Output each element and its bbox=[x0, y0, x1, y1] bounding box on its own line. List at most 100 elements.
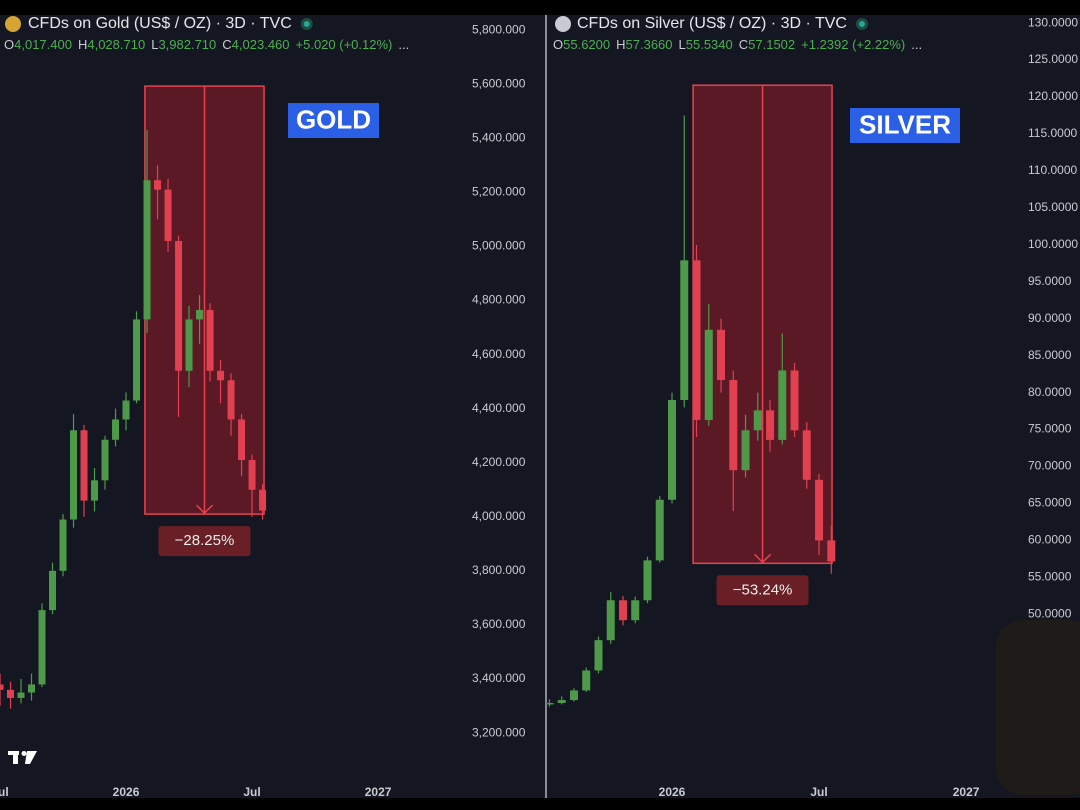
y-tick-label: 3,200.000 bbox=[472, 725, 526, 739]
candle-body bbox=[741, 430, 750, 471]
x-tick-label: 2026 bbox=[659, 785, 686, 799]
candle-body bbox=[196, 309, 204, 320]
candle-body bbox=[655, 499, 664, 561]
candle-body bbox=[582, 670, 591, 691]
drawdown-label-box bbox=[158, 526, 251, 557]
y-tick-label: 90.0000 bbox=[1028, 311, 1072, 325]
candle-body bbox=[717, 329, 726, 381]
y-tick-label: 4,800.000 bbox=[472, 293, 526, 307]
candle-body bbox=[28, 684, 36, 693]
drawdown-arrowhead bbox=[754, 553, 772, 564]
badge-background bbox=[850, 108, 960, 143]
y-tick-label: 3,800.000 bbox=[472, 563, 526, 577]
candle-body bbox=[557, 700, 566, 703]
candle-body bbox=[778, 370, 787, 440]
candle-body bbox=[185, 319, 193, 371]
drawdown-label: −53.24% bbox=[733, 581, 793, 598]
candle-body bbox=[680, 260, 689, 400]
candle-body bbox=[154, 180, 162, 190]
ohlc-value: 3,982.710 bbox=[158, 37, 216, 52]
y-tick-label: 5,400.000 bbox=[472, 130, 526, 144]
candle-body bbox=[17, 692, 25, 698]
candle-body bbox=[606, 600, 615, 641]
candle-body bbox=[217, 370, 225, 381]
price-change: +1.2392 (+2.22%) bbox=[801, 37, 905, 52]
y-tick-label: 115.0000 bbox=[1028, 126, 1077, 140]
candle-body bbox=[802, 430, 811, 480]
candle-body bbox=[248, 460, 256, 490]
candle-body bbox=[91, 480, 99, 501]
y-tick-label: 75.0000 bbox=[1028, 422, 1072, 436]
y-tick-label: 4,200.000 bbox=[472, 455, 526, 469]
y-tick-label: 5,200.000 bbox=[472, 185, 526, 199]
y-tick-label: 105.0000 bbox=[1028, 200, 1078, 214]
x-tick-label: 2027 bbox=[953, 785, 980, 799]
drawdown-label: −28.25% bbox=[175, 532, 235, 549]
candle-body bbox=[259, 489, 267, 511]
ohlc-value: 57.3660 bbox=[626, 37, 673, 52]
candle-body bbox=[133, 319, 141, 401]
x-tick-label: Jul bbox=[0, 785, 9, 799]
ohlc-value: 4,023.460 bbox=[232, 37, 290, 52]
badge-background bbox=[288, 103, 379, 138]
ohlc-key: L bbox=[679, 37, 686, 52]
candle-body bbox=[122, 400, 130, 420]
drawdown-arrowhead bbox=[195, 504, 214, 515]
candle-body bbox=[101, 439, 109, 481]
candle-body bbox=[227, 380, 235, 420]
candle-body bbox=[143, 180, 151, 320]
y-tick-label: 65.0000 bbox=[1028, 496, 1072, 510]
y-tick-label: 5,800.000 bbox=[472, 22, 526, 36]
candle-body bbox=[80, 430, 88, 501]
candle-body bbox=[569, 690, 578, 701]
ohlc-legend: O55.6200 H57.3660 L55.5340 C57.1502 +1.2392 … bbox=[553, 37, 922, 52]
drawdown-label-box bbox=[716, 575, 809, 606]
candle-body bbox=[766, 410, 775, 440]
x-tick-label: 2026 bbox=[113, 785, 140, 799]
badge-label: SILVER bbox=[859, 109, 951, 139]
candle-body bbox=[704, 329, 713, 420]
x-tick-label: 2027 bbox=[365, 785, 392, 799]
y-tick-label: 3,400.000 bbox=[472, 671, 526, 685]
candle-body bbox=[618, 600, 627, 621]
y-tick-label: 120.0000 bbox=[1028, 89, 1078, 103]
candle-body bbox=[7, 689, 15, 698]
y-tick-label: 110.0000 bbox=[1028, 163, 1077, 177]
symbol-title: CFDs on Silver (US$ / OZ) · 3D · TVC bbox=[577, 15, 847, 32]
candle-body bbox=[49, 570, 57, 611]
ohlc-value: 4,028.710 bbox=[87, 37, 145, 52]
candle-body bbox=[594, 640, 603, 671]
ohlc-value: 55.6200 bbox=[563, 37, 610, 52]
overlay-thumbnail bbox=[996, 620, 1080, 795]
y-tick-label: 55.0000 bbox=[1028, 570, 1072, 584]
badge-label: GOLD bbox=[296, 104, 371, 134]
ohlc-key: H bbox=[616, 37, 625, 52]
ohlc-value: 55.5340 bbox=[686, 37, 733, 52]
candle-body bbox=[815, 479, 824, 541]
candle-body bbox=[0, 684, 4, 690]
candle-body bbox=[790, 370, 799, 431]
candle-body bbox=[175, 241, 183, 371]
candle-body bbox=[668, 400, 677, 500]
ohlc-key: C bbox=[222, 37, 231, 52]
x-tick-label: Jul bbox=[243, 785, 260, 799]
y-tick-label: 70.0000 bbox=[1028, 459, 1072, 473]
y-tick-label: 100.0000 bbox=[1028, 237, 1078, 251]
y-tick-label: 60.0000 bbox=[1028, 533, 1072, 547]
more-menu: ... bbox=[398, 37, 409, 52]
candle-body bbox=[38, 610, 46, 685]
price-change: +5.020 (+0.12%) bbox=[296, 37, 393, 52]
y-tick-label: 50.0000 bbox=[1028, 606, 1072, 620]
y-tick-label: 130.0000 bbox=[1028, 15, 1078, 29]
y-tick-label: 4,400.000 bbox=[472, 401, 526, 415]
y-tick-label: 5,600.000 bbox=[472, 76, 526, 90]
ohlc-key: O bbox=[4, 37, 14, 52]
candle-body bbox=[206, 309, 214, 371]
tradingview-logo bbox=[8, 751, 37, 764]
candle-body bbox=[545, 702, 554, 705]
symbol-title: CFDs on Gold (US$ / OZ) · 3D · TVC bbox=[28, 15, 292, 32]
symbol-icon bbox=[555, 16, 571, 32]
candle-body bbox=[827, 540, 836, 562]
y-tick-label: 80.0000 bbox=[1028, 385, 1072, 399]
